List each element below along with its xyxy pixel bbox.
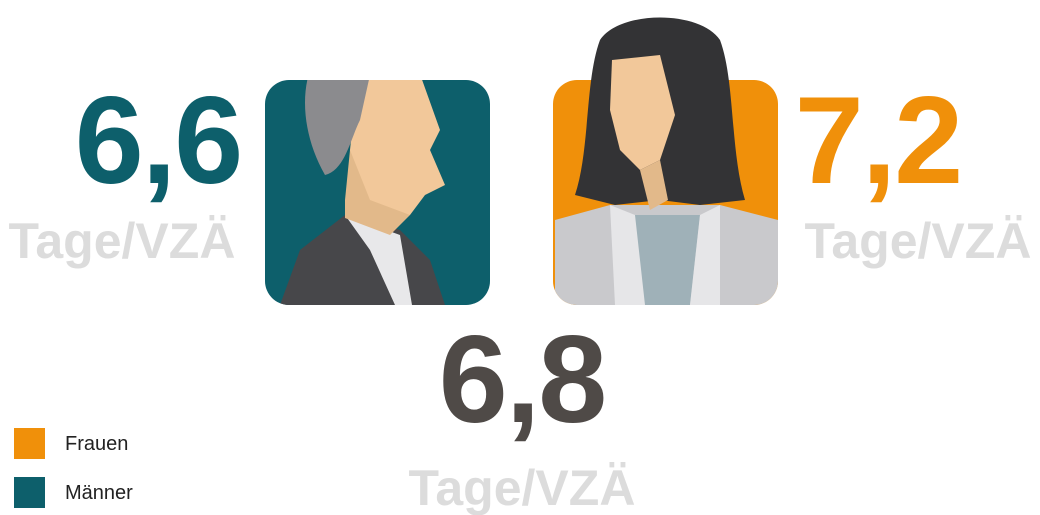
total-value: 6,8: [439, 311, 605, 449]
women-value: 7,2: [795, 72, 961, 210]
men-value: 6,6: [75, 72, 241, 210]
women-unit: Tage/VZÄ: [805, 213, 1032, 269]
legend-swatch: [14, 477, 45, 508]
total-unit: Tage/VZÄ: [409, 460, 636, 515]
legend-label: Männer: [65, 482, 133, 504]
men-unit: Tage/VZÄ: [9, 213, 236, 269]
woman-icon: [553, 18, 778, 306]
man-icon: [265, 18, 490, 306]
legend-label: Frauen: [65, 433, 128, 455]
infographic: 6,6 Tage/VZÄ 7,2 Tage/VZÄ 6,8 Tage/VZÄ F…: [0, 0, 1040, 515]
legend-swatch: [14, 428, 45, 459]
